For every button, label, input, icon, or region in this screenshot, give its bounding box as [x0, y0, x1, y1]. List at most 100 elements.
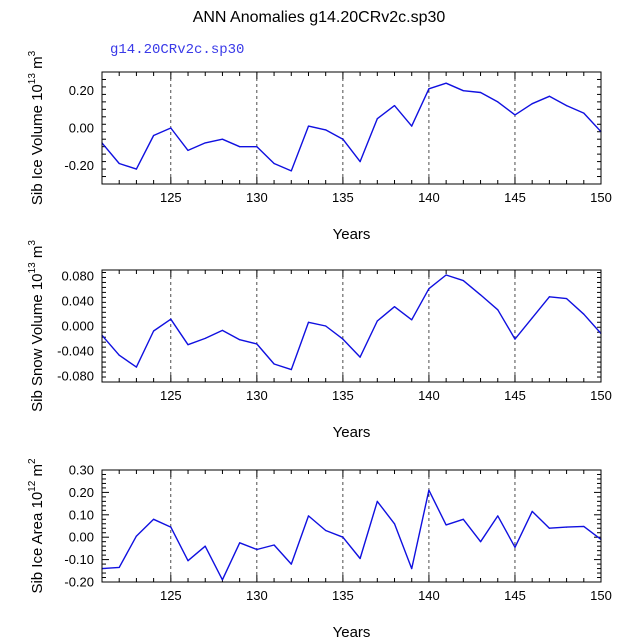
- data-point: [290, 368, 292, 371]
- y-tick-label: -0.040: [57, 343, 94, 358]
- x-tick-label: 135: [332, 388, 354, 403]
- y-axis-label-exponent: 13: [27, 262, 38, 274]
- y-axis-label-text: Sib Ice Area 10: [29, 492, 46, 594]
- data-point: [204, 142, 206, 144]
- data-point: [153, 330, 155, 332]
- data-point: [204, 337, 206, 340]
- data-point: [239, 339, 241, 341]
- data-point: [135, 366, 138, 368]
- data-point: [153, 518, 155, 520]
- x-axis-label: Years: [333, 226, 371, 243]
- data-point: [583, 313, 585, 315]
- y-tick-label: -0.10: [64, 552, 94, 567]
- data-point: [479, 541, 482, 543]
- figure-title: ANN Anomalies g14.20CRv2c.sp30: [193, 9, 446, 26]
- data-point: [135, 535, 138, 537]
- x-tick-label: 140: [418, 588, 440, 603]
- x-tick-label: 130: [246, 388, 268, 403]
- y-tick-label: 0.10: [69, 507, 94, 522]
- data-point: [135, 168, 138, 170]
- data-point: [221, 329, 224, 331]
- chart-panel-ice-volume: 0.20 0.00 -0.20 125 130 135 140 145 150 Years Sib …: [27, 50, 612, 243]
- data-point: [307, 321, 310, 323]
- data-point: [428, 88, 430, 90]
- data-point: [342, 338, 344, 340]
- data-point: [445, 82, 447, 84]
- data-point: [187, 149, 189, 151]
- data-point: [393, 105, 396, 107]
- data-point: [239, 146, 241, 148]
- data-point: [428, 489, 430, 491]
- y-tick-label: -0.20: [64, 158, 94, 173]
- y-tick-label: 0.20: [69, 83, 94, 98]
- y-tick-label: 0.040: [61, 294, 94, 309]
- y-axis-label-exponent: 12: [27, 480, 38, 492]
- data-point: [565, 298, 568, 300]
- data-point: [273, 544, 275, 546]
- data-point: [376, 320, 378, 322]
- x-tick-label: 145: [504, 388, 526, 403]
- chart-panels: 0.20 0.00 -0.20 125 130 135 140 145 150 Years Sib …: [27, 50, 612, 638]
- y-tick-label: 0.000: [61, 319, 94, 334]
- chart-panel-ice-area: 0.30 0.20 0.10 0.00 -0.10 -0.20 125 130 135 140 14…: [27, 458, 612, 638]
- y-axis-label: Sib Snow Volume 1013 m3: [27, 240, 46, 412]
- y-axis-label-unit-exponent: 2: [27, 458, 38, 464]
- plot-frame: [101, 269, 602, 383]
- y-tick-label: 0.080: [61, 269, 94, 284]
- data-point: [273, 162, 275, 165]
- y-tick-label: 0.00: [69, 530, 94, 545]
- data-point: [187, 560, 189, 562]
- data-point: [376, 118, 378, 120]
- data-point: [256, 343, 258, 345]
- data-point: [170, 526, 172, 528]
- y-axis-label-unit: m: [29, 464, 46, 481]
- data-point: [325, 529, 327, 532]
- data-point: [342, 536, 344, 538]
- series-line-ice-area: [101, 489, 602, 581]
- data-point: [497, 101, 499, 103]
- series-line-snow-volume: [101, 274, 602, 371]
- y-tick-label: 0.00: [69, 121, 94, 136]
- data-point: [307, 125, 310, 127]
- data-point: [273, 363, 275, 365]
- data-point: [187, 344, 189, 346]
- plot-frame: [101, 469, 602, 583]
- data-point: [325, 129, 327, 131]
- y-tick-label: 0.20: [69, 485, 94, 500]
- x-axis-label: Years: [333, 624, 371, 638]
- data-point: [411, 125, 413, 127]
- data-point: [393, 523, 396, 525]
- data-point: [170, 318, 172, 320]
- y-axis-label-text: Sib Snow Volume 10: [29, 273, 46, 411]
- data-point: [239, 542, 241, 544]
- data-point: [479, 294, 482, 296]
- data-point: [514, 546, 516, 548]
- x-tick-label: 130: [246, 190, 268, 205]
- data-point: [153, 134, 155, 137]
- data-point: [514, 338, 516, 340]
- data-point: [531, 510, 533, 513]
- data-point: [531, 103, 533, 105]
- x-tick-label: 150: [590, 388, 612, 403]
- data-point: [290, 170, 292, 172]
- data-point: [118, 162, 120, 165]
- case-label: g14.20CRv2c.sp30: [110, 42, 244, 58]
- data-point: [411, 319, 413, 321]
- data-point: [204, 545, 206, 547]
- x-tick-label: 140: [418, 388, 440, 403]
- y-axis-label-unit-exponent: 3: [27, 240, 38, 246]
- data-point: [565, 105, 568, 107]
- data-point: [445, 524, 447, 526]
- data-point: [462, 279, 464, 282]
- y-axis-label: Sib Ice Volume 1013 m3: [27, 50, 46, 205]
- x-tick-label: 135: [332, 588, 354, 603]
- data-point: [531, 317, 533, 319]
- data-point: [514, 114, 516, 116]
- x-tick-label: 145: [504, 190, 526, 205]
- y-tick-label: -0.080: [57, 368, 94, 383]
- data-point: [428, 288, 430, 290]
- data-point: [393, 306, 396, 308]
- data-point: [462, 90, 464, 92]
- data-point: [256, 548, 258, 551]
